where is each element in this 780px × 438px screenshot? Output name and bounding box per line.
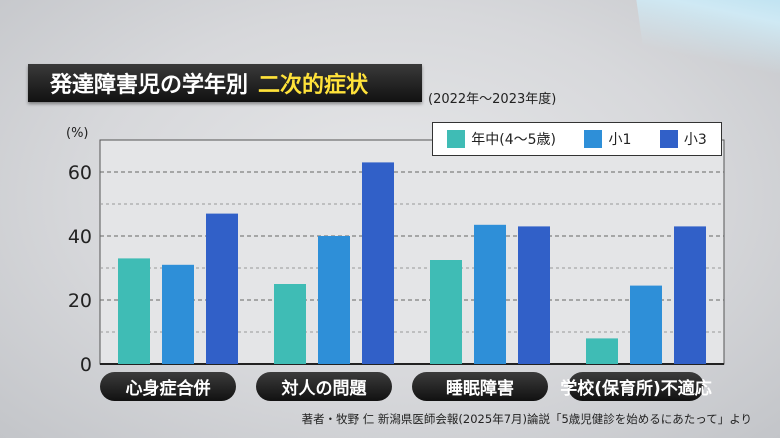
bar [474,224,506,364]
bar [430,260,462,364]
legend-item-sho1: 小1 [584,129,631,149]
bar [362,162,394,364]
y-tick-label: 0 [80,354,92,376]
period-label: (2022年〜2023年度) [428,92,557,107]
legend-item-nenchu: 年中(4〜5歳) [447,129,556,149]
legend-swatch-teal [447,130,466,148]
legend-item-sho3: 小3 [659,129,707,149]
category-label: 対人の問題 [256,372,392,401]
legend: 年中(4〜5歳) 小1 小3 [432,122,722,156]
legend-label: 小3 [683,132,707,148]
y-tick-label: 20 [68,290,92,312]
y-axis-unit: (%) [66,126,89,141]
source-note: 著者・牧野 仁 新潟県医師会報(2025年7月)論説「5歳児健診を始めるにあたっ… [301,412,752,426]
bar [586,338,618,364]
bar [118,258,150,364]
title-banner: 発達障害児の学年別 二次的症状 [28,64,422,102]
bar [274,284,306,364]
bar [318,236,350,364]
bar [674,226,706,364]
plot-area [99,139,725,365]
chart-title-highlight: 二次的症状 [258,73,369,98]
bar [630,285,662,364]
category-label: 学校(保育所)不適応 [560,372,712,401]
bar [518,226,550,364]
category-label: 心身症合併 [100,372,236,401]
bar [206,213,238,364]
chart-title: 発達障害児の学年別 [50,73,249,98]
bar [162,264,194,364]
legend-label: 年中(4〜5歳) [471,132,556,148]
legend-swatch-blue [584,130,603,148]
y-tick-label: 40 [68,226,92,248]
y-tick-label: 60 [68,162,92,184]
category-label: 睡眠障害 [412,372,548,401]
category-labels: 心身症合併 対人の問題 睡眠障害 学校(保育所)不適応 [0,372,780,402]
legend-label: 小1 [608,132,632,148]
legend-swatch-navy [659,130,678,148]
